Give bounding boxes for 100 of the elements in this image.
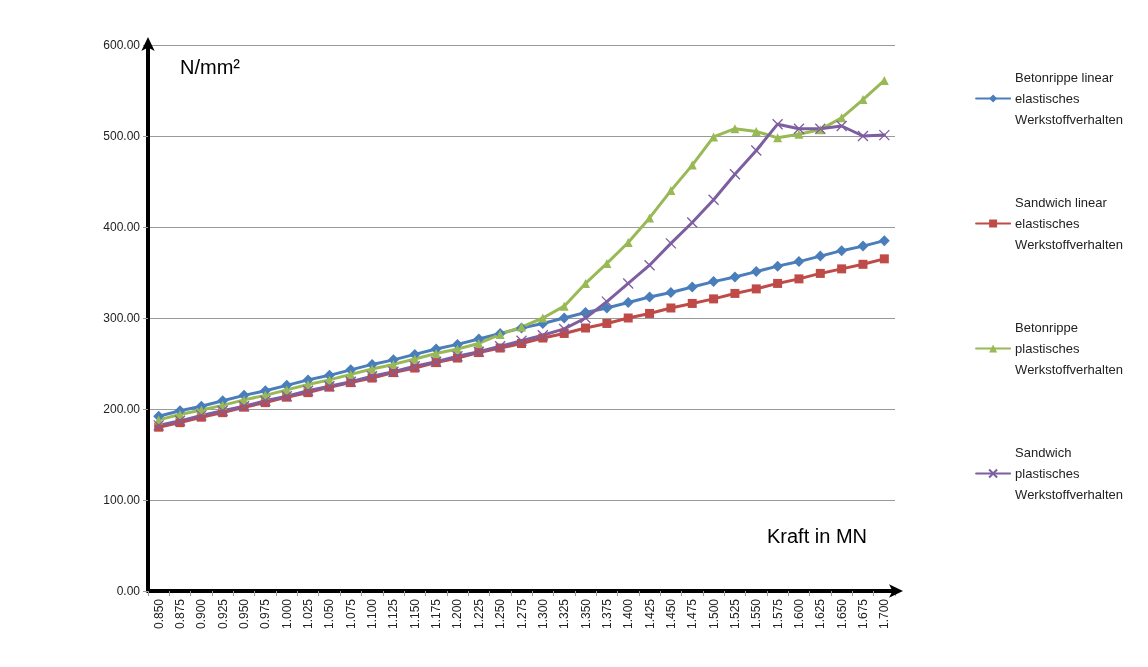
point	[773, 278, 783, 288]
x-tick-label: 1.125	[386, 598, 401, 630]
point	[857, 240, 869, 252]
x-tick-label: 0.875	[173, 598, 188, 630]
x-tick-label: 1.325	[557, 598, 572, 630]
x-tick-label: 1.350	[578, 598, 593, 630]
x-tick-label: 1.025	[301, 598, 316, 630]
x-tick-label: 1.225	[471, 598, 486, 630]
x-tick-label: 1.250	[493, 598, 508, 630]
point	[559, 301, 569, 311]
x-tick-label: 1.000	[279, 598, 294, 630]
point	[581, 278, 591, 288]
point	[538, 313, 548, 323]
x-tick-label: 1.525	[727, 598, 742, 630]
point	[751, 126, 761, 136]
legend-label: Sandwich linear elastisches Werkstoffverhalten	[1015, 195, 1123, 252]
y-tick-label: 0.00	[116, 584, 141, 598]
legend-label: Betonrippe linear elastisches Werkstoffverhalten	[1015, 70, 1123, 127]
x-tick-label: 1.550	[749, 598, 764, 630]
point	[751, 284, 761, 294]
point	[815, 268, 825, 278]
point	[730, 288, 740, 298]
x-tick-label: 0.900	[194, 598, 209, 630]
point	[687, 160, 697, 170]
x-axis-title: Kraft in MN	[766, 525, 868, 547]
x-tick-label: 1.375	[599, 598, 614, 630]
x-tick-label: 1.300	[535, 598, 550, 630]
y-tick-label: 100.00	[103, 493, 141, 507]
point	[665, 287, 677, 299]
point	[686, 281, 698, 293]
point	[666, 303, 676, 313]
y-tick-label: 300.00	[103, 311, 141, 325]
point	[793, 123, 805, 135]
x-tick-label: 1.575	[770, 598, 785, 630]
point	[794, 129, 804, 139]
point	[346, 369, 356, 379]
point	[622, 297, 634, 309]
x-tick-label: 1.400	[621, 598, 636, 630]
point	[772, 260, 784, 272]
point	[579, 312, 592, 324]
point	[794, 274, 804, 284]
x-tick-label: 1.600	[791, 598, 806, 630]
y-tick-label: 200.00	[103, 402, 141, 416]
point	[558, 323, 570, 335]
point	[793, 256, 805, 268]
x-tick-label: 1.675	[855, 598, 870, 630]
point	[708, 276, 720, 288]
point	[666, 186, 676, 196]
x-tick-label: 1.050	[322, 598, 337, 630]
x-tick-label: 1.625	[813, 598, 828, 630]
point	[771, 118, 784, 130]
x-tick-label: 0.950	[237, 598, 252, 630]
x-tick-label: 0.850	[151, 598, 166, 630]
y-tick-label: 600.00	[103, 38, 141, 52]
point	[388, 359, 398, 369]
point	[431, 348, 441, 358]
point	[474, 338, 484, 348]
x-tick-label: 1.175	[429, 598, 444, 630]
point	[878, 235, 890, 247]
point	[858, 259, 868, 269]
point	[623, 313, 633, 323]
point	[709, 294, 719, 304]
point	[645, 213, 655, 223]
point	[729, 168, 741, 180]
point	[687, 298, 697, 308]
legend-label: Betonrippe plastisches Werkstoffverhalten	[1015, 320, 1123, 377]
legend-label: Sandwich plastisches Werkstoffverhalten	[1015, 445, 1123, 502]
x-tick-label: 1.275	[514, 598, 529, 630]
x-tick-label: 1.700	[877, 598, 892, 630]
point	[581, 323, 591, 333]
y-tick-label: 400.00	[103, 220, 141, 234]
point	[879, 254, 889, 264]
point	[452, 344, 462, 354]
point	[644, 291, 656, 303]
point	[537, 329, 549, 341]
x-tick-label: 0.925	[215, 598, 230, 630]
point	[857, 130, 869, 142]
x-tick-label: 1.500	[706, 598, 721, 630]
point	[750, 266, 762, 278]
x-tick-label: 0.975	[258, 598, 273, 630]
point	[814, 250, 826, 262]
point	[602, 318, 612, 328]
y-tick-label: 500.00	[103, 129, 141, 143]
point	[645, 308, 655, 318]
x-tick-label: 1.650	[834, 598, 849, 630]
x-tick-label: 1.425	[642, 598, 657, 630]
point	[558, 312, 570, 324]
x-tick-label: 1.450	[663, 598, 678, 630]
x-tick-label: 1.075	[343, 598, 358, 630]
point	[837, 264, 847, 274]
x-tick-label: 1.475	[685, 598, 700, 630]
x-tick-label: 1.150	[407, 598, 422, 630]
x-tick-label: 1.200	[450, 598, 465, 630]
point	[729, 271, 741, 283]
point	[601, 302, 613, 314]
point	[878, 129, 890, 141]
point	[835, 120, 848, 132]
x-tick-label: 1.100	[365, 598, 380, 630]
y-axis-title: N/mm²	[180, 56, 241, 78]
point	[730, 124, 740, 134]
